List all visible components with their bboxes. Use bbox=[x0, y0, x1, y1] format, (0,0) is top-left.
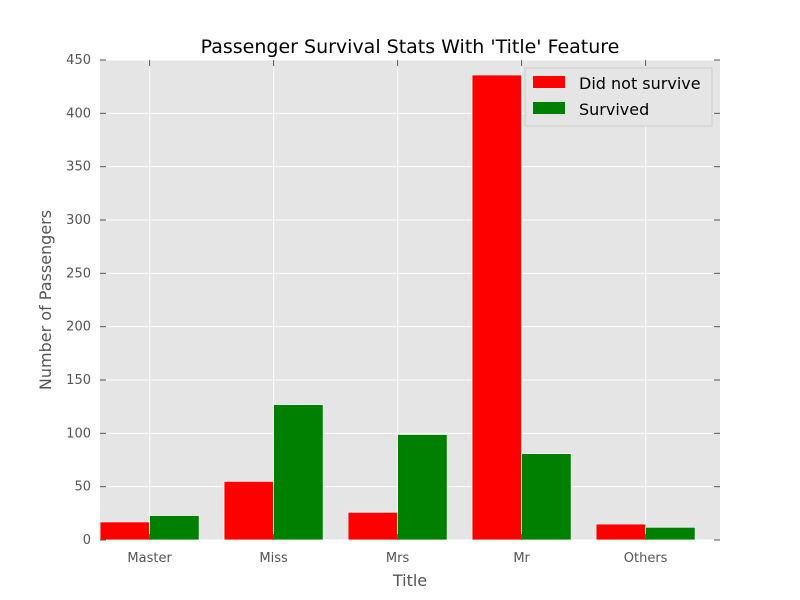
y-tick-label: 350 bbox=[66, 160, 91, 175]
y-tick-label: 400 bbox=[66, 106, 91, 121]
x-tick-label: Mr bbox=[513, 551, 530, 566]
axis-ticks bbox=[100, 59, 720, 541]
legend-swatch-survived bbox=[533, 102, 565, 114]
bar-did-not-survive bbox=[471, 74, 522, 541]
bar-survived bbox=[149, 515, 200, 541]
bar-did-not-survive bbox=[99, 521, 150, 541]
bar-did-not-survive bbox=[347, 511, 398, 541]
y-tick-label: 200 bbox=[66, 320, 91, 335]
y-axis-title: Number of Passengers bbox=[36, 210, 55, 390]
gridlines bbox=[100, 59, 720, 541]
y-tick-label: 300 bbox=[66, 213, 91, 228]
x-axis-title: Title bbox=[392, 571, 427, 590]
legend: Did not survive Survived bbox=[524, 67, 713, 127]
y-tick-label: 0 bbox=[83, 533, 91, 548]
bar-survived bbox=[397, 433, 448, 541]
y-tick-labels: 0 50 100 150 200 250 300 350 400 450 bbox=[66, 53, 91, 548]
legend-label-survived: Survived bbox=[579, 100, 649, 119]
y-tick-label: 450 bbox=[66, 53, 91, 68]
bar-survived bbox=[273, 404, 324, 541]
bars bbox=[99, 74, 696, 541]
bar-survived bbox=[645, 526, 696, 541]
bar-did-not-survive bbox=[595, 523, 646, 541]
x-tick-label: Master bbox=[127, 551, 172, 566]
legend-swatch-did-not-survive bbox=[533, 76, 565, 88]
y-tick-label: 50 bbox=[74, 480, 91, 495]
y-tick-label: 100 bbox=[66, 426, 91, 441]
x-tick-labels: Master Miss Mrs Mr Others bbox=[127, 551, 667, 566]
x-tick-label: Mrs bbox=[386, 551, 410, 566]
y-tick-label: 250 bbox=[66, 266, 91, 281]
x-tick-label: Miss bbox=[259, 551, 288, 566]
bar-survived bbox=[521, 453, 572, 541]
x-tick-label: Others bbox=[624, 551, 668, 566]
y-tick-label: 150 bbox=[66, 373, 91, 388]
bar-did-not-survive bbox=[223, 480, 274, 541]
legend-label-did-not-survive: Did not survive bbox=[579, 74, 701, 93]
chart-title: Passenger Survival Stats With 'Title' Fe… bbox=[201, 36, 620, 58]
